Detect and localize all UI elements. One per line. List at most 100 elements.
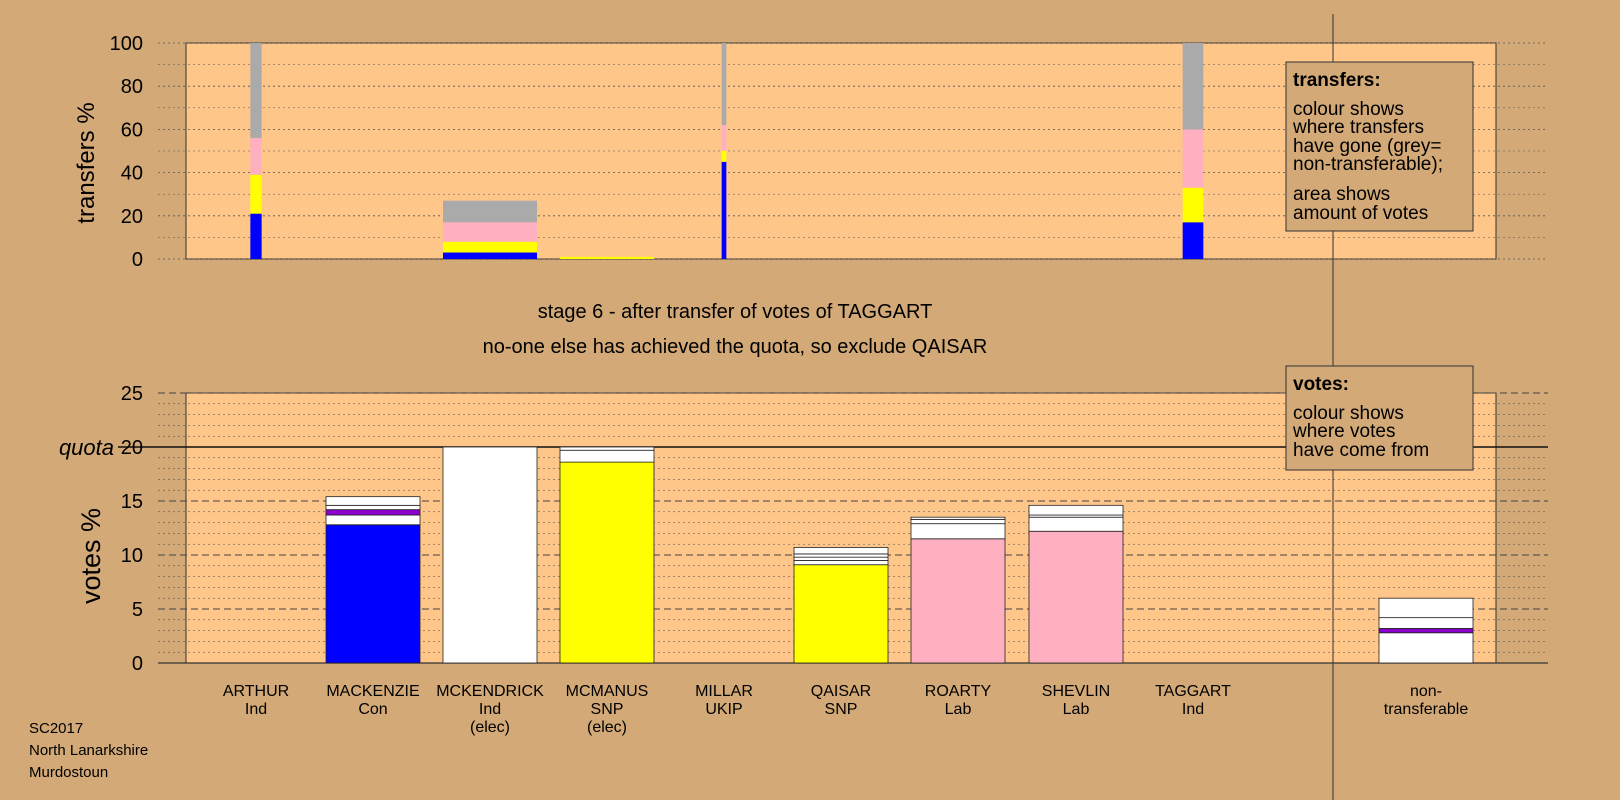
votes-y-tick-label: 25 <box>121 383 143 405</box>
candidate-label: UKIP <box>705 701 742 718</box>
votes-legend-title: votes: <box>1293 374 1349 395</box>
votes-bar-segment <box>793 564 889 664</box>
votes-bar-segment <box>910 518 1006 525</box>
votes-bar-segment <box>325 496 421 506</box>
transfers-legend-title: transfers: <box>1293 70 1381 91</box>
transfers-bar-segment <box>250 138 262 175</box>
candidate-label: MCKENDRICK <box>436 683 544 700</box>
transfers-bar-segment <box>250 174 262 214</box>
transfers-y-tick-label: 0 <box>132 249 143 271</box>
votes-bar-segment <box>910 538 1006 664</box>
votes-y-axis-label: votes % <box>76 508 106 604</box>
transfers-y-tick-label: 40 <box>121 163 143 185</box>
votes-bar-segment <box>325 524 421 664</box>
votes-bars <box>325 446 1474 664</box>
candidate-label: Lab <box>945 701 972 718</box>
candidate-label: Ind <box>1182 701 1204 718</box>
exclusion-description: no-one else has achieved the quota, so e… <box>483 336 988 358</box>
ward-name: Murdostoun <box>29 764 108 781</box>
votes-bar-segment <box>1378 632 1474 664</box>
candidate-label: QAISAR <box>811 683 871 700</box>
transfers-legend-line: non-transferable); <box>1293 154 1443 175</box>
transfers-bar-segment <box>721 43 727 126</box>
votes-category-labels: ARTHURIndMACKENZIEConMCKENDRICKInd(elec)… <box>223 683 1469 736</box>
transfers-y-tick-label: 80 <box>121 76 143 98</box>
votes-bar-segment <box>559 461 655 664</box>
transfers-bar-segment <box>560 256 654 259</box>
votes-legend-line: colour shows <box>1293 403 1404 424</box>
transfers-bar-segment <box>443 241 537 253</box>
transfers-bar-segment <box>1182 222 1204 259</box>
transfers-bar-segment <box>1182 129 1204 188</box>
transfers-bars <box>250 43 1204 259</box>
transfers-y-tick-label: 100 <box>110 33 143 55</box>
candidate-label: Ind <box>245 701 267 718</box>
council-name: North Lanarkshire <box>29 742 148 759</box>
votes-bar-segment <box>1028 504 1124 516</box>
candidate-label: TAGGART <box>1155 683 1231 700</box>
transfers-legend-line: have gone (grey= <box>1293 136 1441 157</box>
votes-bar-segment <box>559 449 655 463</box>
votes-bar-segment <box>910 523 1006 540</box>
transfers-bar-segment <box>443 252 537 259</box>
candidate-label: MCMANUS <box>566 683 649 700</box>
quota-label: quota <box>59 435 114 460</box>
votes-y-tick-label: 0 <box>132 653 143 675</box>
votes-y-ticks: 0 5 10 15 20 25 <box>121 383 143 675</box>
transfers-bar-segment <box>443 200 537 223</box>
votes-legend: votes: colour shows where votes have com… <box>1285 365 1474 471</box>
votes-y-tick-label: 15 <box>121 491 143 513</box>
votes-bar-segment <box>793 553 889 558</box>
transfers-bar-segment <box>1182 187 1204 223</box>
candidate-label: Lab <box>1063 701 1090 718</box>
candidate-label: SNP <box>825 701 858 718</box>
votes-bar-segment <box>559 446 655 451</box>
transfers-bar-segment <box>721 151 727 162</box>
votes-legend-line: have come from <box>1293 440 1429 461</box>
votes-bar-segment <box>793 560 889 566</box>
votes-bar-segment <box>1028 516 1124 532</box>
candidate-label: non- <box>1410 683 1442 700</box>
votes-bar-segment <box>1378 628 1474 634</box>
transfers-bar-segment <box>250 213 262 259</box>
candidate-label: ARTHUR <box>223 683 289 700</box>
votes-y-tick-label: 10 <box>121 545 143 567</box>
transfers-bar-segment <box>250 43 262 139</box>
candidate-label: transferable <box>1384 701 1469 718</box>
election-code: SC2017 <box>29 720 83 737</box>
candidate-label: (elec) <box>470 719 510 736</box>
votes-bar-segment <box>442 446 538 664</box>
votes-bar-segment <box>1378 617 1474 629</box>
transfers-gridlines <box>158 42 1548 260</box>
transfers-bar-segment <box>721 161 727 259</box>
votes-y-tick-label: 5 <box>132 599 143 621</box>
transfers-legend-line: amount of votes <box>1293 203 1428 224</box>
transfers-bar-segment <box>443 222 537 242</box>
transfers-y-ticks: 0 20 40 60 80 100 <box>110 33 143 271</box>
candidate-label: SNP <box>591 701 624 718</box>
transfers-bar-segment <box>721 125 727 151</box>
transfers-legend-line: where transfers <box>1292 117 1424 138</box>
votes-bar-segment <box>793 547 889 555</box>
votes-bar-segment <box>325 514 421 526</box>
candidate-label: (elec) <box>587 719 627 736</box>
transfers-y-tick-label: 20 <box>121 206 143 228</box>
candidate-label: MILLAR <box>695 683 753 700</box>
candidate-label: SHEVLIN <box>1042 683 1110 700</box>
transfers-panel: 0 20 40 60 80 100 transfers % <box>73 33 1548 271</box>
candidate-label: MACKENZIE <box>326 683 419 700</box>
candidate-label: Ind <box>479 701 501 718</box>
votes-bar-segment <box>325 504 421 511</box>
votes-y-tick-label: 20 <box>121 437 143 459</box>
transfers-legend-line: colour shows <box>1293 99 1404 120</box>
candidate-label: Con <box>358 701 387 718</box>
votes-bar-segment <box>1028 530 1124 664</box>
transfers-y-tick-label: 60 <box>121 119 143 141</box>
transfers-y-axis-label: transfers % <box>73 102 100 223</box>
candidate-label: ROARTY <box>925 683 992 700</box>
votes-legend-line: where votes <box>1292 421 1395 442</box>
votes-bar-segment <box>325 509 421 516</box>
votes-bar-segment <box>910 516 1006 520</box>
